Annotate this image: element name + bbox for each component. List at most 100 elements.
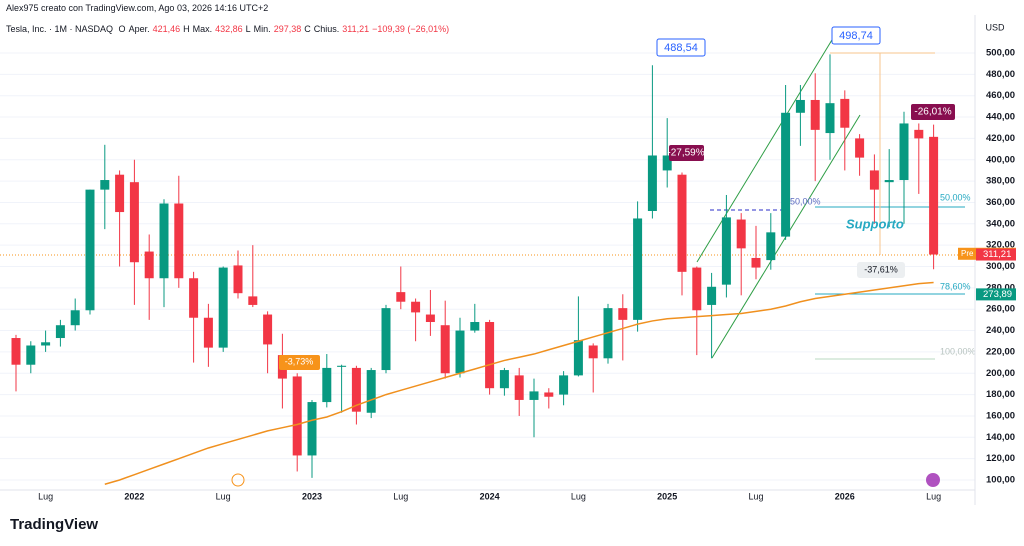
candle-body (381, 308, 391, 371)
candle-body (810, 99, 820, 130)
legend-label: Aper. (128, 24, 150, 34)
plot (11, 54, 939, 485)
x-tick-label: 2023 (302, 491, 322, 501)
candle-body (707, 286, 717, 305)
candle-body (203, 317, 213, 348)
candle-body (189, 278, 199, 318)
x-tick-label: Lug (38, 491, 53, 501)
candle-body (85, 189, 95, 311)
y-tick-label: 360,00 (986, 197, 1015, 208)
y-tick-label: 500,00 (986, 48, 1015, 59)
channel-line (696, 29, 839, 263)
candle-body (292, 376, 302, 456)
candle-body (55, 325, 65, 339)
footer-logo: TradingView (10, 516, 99, 533)
dividend-icon (231, 473, 245, 487)
legend-key: H (183, 24, 190, 34)
candle-body (751, 257, 761, 268)
y-tick-label: 280,00 (986, 282, 1015, 293)
candle-body (662, 155, 672, 171)
legend-key: C (304, 24, 311, 34)
y-tick-label: 320,00 (986, 240, 1015, 251)
candle-body (485, 322, 495, 389)
header: Alex975 creato con TradingView.com, Ago … (6, 3, 269, 13)
candle-body (218, 267, 228, 348)
candle-body (322, 367, 332, 403)
candle-body (470, 322, 480, 331)
candle-body (233, 265, 243, 294)
candle-body (337, 365, 347, 367)
candle-body (396, 292, 406, 302)
candle-body (618, 308, 628, 320)
candle-body (677, 174, 687, 272)
candle-body (263, 314, 273, 345)
candle-body (440, 325, 450, 374)
legend-value: 421,46 (152, 24, 181, 34)
annotation: -26,01% (914, 107, 951, 118)
y-tick-label: 260,00 (986, 304, 1015, 315)
candle-body (307, 402, 317, 456)
price-tag-label: 273,89 (983, 289, 1012, 300)
candle-body (159, 203, 169, 279)
annotation: 498,74 (839, 30, 873, 42)
y-tick-label: 220,00 (986, 346, 1015, 357)
legend-value: 432,86 (215, 24, 243, 34)
candle-body (366, 370, 376, 413)
label-box (669, 145, 704, 161)
y-tick-label: 400,00 (986, 154, 1015, 165)
y-tick-label: 160,00 (986, 410, 1015, 421)
annotation: 50,00% (790, 196, 821, 206)
candle-body (573, 340, 583, 376)
x-tick-label: Lug (571, 491, 586, 501)
y-tick-label: 200,00 (986, 368, 1015, 379)
legend: Tesla, Inc. · 1M · NASDAQ O Aper. 421,46 H M… (6, 24, 452, 34)
legend-value: 297,38 (273, 24, 302, 34)
annotation: -3,73% (285, 356, 314, 366)
candle-body (647, 155, 657, 211)
x-tick-label: 2022 (124, 491, 144, 501)
candle-body (825, 103, 835, 134)
label-box (656, 38, 706, 57)
candle-body (41, 342, 51, 346)
candle-body (26, 345, 36, 365)
candle-body (499, 370, 509, 389)
currency: USD (985, 22, 1005, 32)
y-tick-label: 440,00 (986, 112, 1015, 123)
y-tick-label: 380,00 (986, 176, 1015, 187)
x-tick-label: 2026 (835, 491, 855, 501)
legend-key: L (245, 24, 251, 34)
candle-body (869, 170, 879, 190)
annotation: 488,54 (664, 42, 698, 54)
annotation: 50,00% (940, 192, 971, 202)
candle-body (425, 314, 435, 323)
label-box (831, 26, 881, 45)
candle-body (884, 180, 894, 183)
y-tick-label: 300,00 (986, 261, 1015, 272)
x-tick-label: Lug (393, 491, 408, 501)
price-tag-label: 311,21 (983, 249, 1011, 260)
label-box (857, 262, 905, 278)
pre-label: Pre (961, 249, 974, 258)
legend-symbol: Tesla, Inc. · 1M · NASDAQ (6, 24, 114, 34)
legend-key: O (118, 24, 126, 34)
candle-body (559, 375, 569, 395)
candle-body (514, 375, 524, 400)
candle-body (795, 99, 805, 113)
price-tag (976, 288, 1016, 301)
candle-body (781, 112, 791, 237)
annotation: -37,61% (864, 264, 898, 274)
candle-body (129, 182, 139, 263)
candle-body (70, 310, 80, 326)
legend-label: Min. (253, 24, 271, 34)
y-tick-label: 180,00 (986, 389, 1015, 400)
y-tick-label: 340,00 (986, 218, 1015, 229)
label-box (911, 104, 955, 120)
y-tick-label: 140,00 (986, 432, 1015, 443)
event-icon (926, 473, 940, 487)
y-tick-label: 480,00 (986, 69, 1015, 80)
candle-body (411, 301, 421, 313)
x-tick-label: 2024 (480, 491, 500, 501)
candle-body (248, 296, 258, 305)
